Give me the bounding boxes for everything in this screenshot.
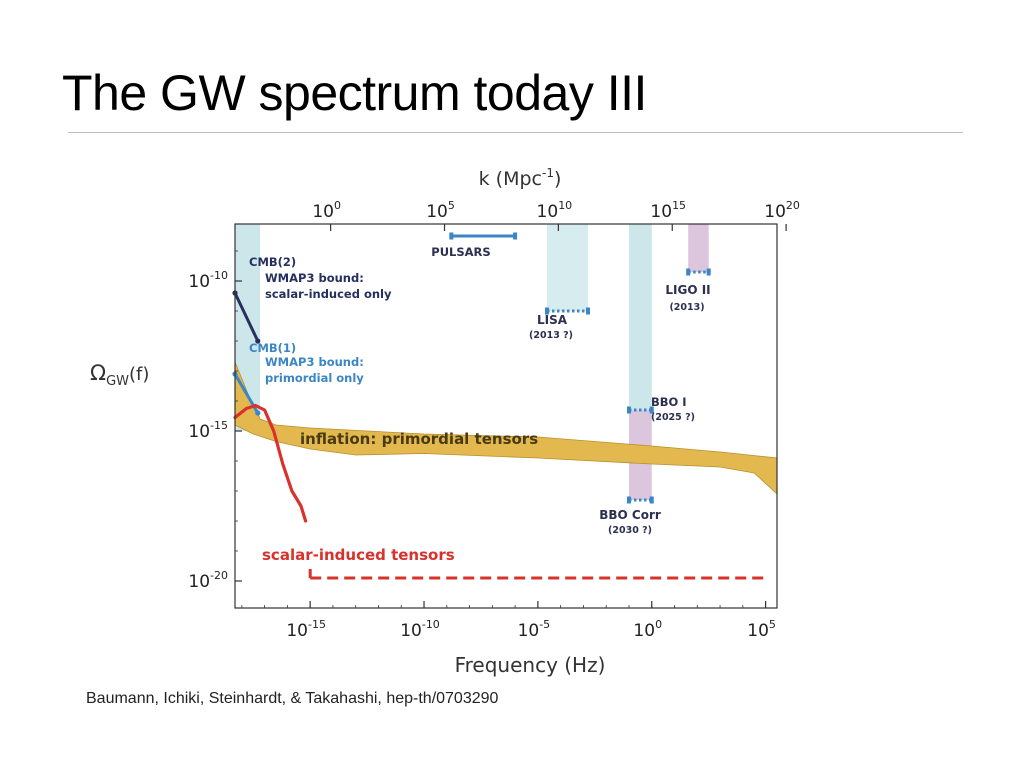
y-tick-label: 10-10 (188, 269, 228, 292)
cmb2-label: CMB(2) (249, 255, 296, 269)
inflation-series-label: inflation: primordial tensors (300, 430, 538, 448)
scalar-induced-curve (233, 403, 308, 523)
bbo-corr-marker-cap-left (626, 496, 631, 504)
ligo-marker-cap-right (706, 268, 711, 276)
x-tick-label: 100 (633, 618, 662, 641)
top-tick-label: 105 (426, 199, 455, 222)
bbo-marker-cap-left (626, 406, 631, 414)
band-lisa (546, 224, 588, 311)
x-tick-label: 10-15 (286, 618, 326, 641)
x-axis-title: Frequency (Hz) (455, 653, 606, 677)
scalar-induced-group (233, 403, 766, 580)
top-tick-label: 1020 (764, 199, 800, 222)
top-tick-label: 1010 (537, 199, 573, 222)
top-axis-title-sup: -1 (542, 166, 554, 180)
top-tick-label: 1015 (650, 199, 686, 222)
x-tick-label: 105 (747, 618, 776, 641)
cmb2-bound-line (233, 291, 260, 343)
gw-spectrum-chart: 10-15 10-10 10-5 100 105 10-10 10-15 10-20 100 10… (90, 166, 800, 677)
axes-group: 10-15 10-10 10-5 100 105 10-10 10-15 10-20 100 10… (188, 199, 800, 641)
plot-frame (234, 223, 778, 609)
lisa-marker-cap-left (544, 307, 549, 315)
y-tick-label: 10-15 (188, 419, 228, 442)
bbo-label: BBO I (651, 395, 687, 409)
wmap-scalar-label-line1: WMAP3 bound: (265, 271, 364, 285)
instrument-markers (449, 232, 711, 504)
bbo-corr-date-label: (2030 ?) (608, 525, 652, 536)
bbo-date-label: (2025 ?) (651, 412, 695, 423)
bbo-corr-marker-cap-right (649, 496, 654, 504)
slide-title: The GW spectrum today III (62, 65, 647, 121)
inflation-band-group (234, 361, 778, 495)
cmb1-bound-end-1 (255, 410, 261, 416)
y-axis-title-sub: GW (106, 374, 129, 389)
pulsars-marker-cap-left (449, 232, 454, 240)
lisa-date-label: (2013 ?) (529, 330, 573, 341)
ligo-marker-cap-left (686, 268, 691, 276)
y-axis-title-tail: (f) (129, 364, 149, 385)
wmap-primordial-label-line2: primordial only (265, 371, 364, 385)
y-tick-label: 10-20 (188, 569, 228, 592)
top-tick-label: 100 (312, 199, 341, 222)
y-axis-title-omega: Ω (90, 361, 106, 385)
ligo-label: LIGO II (665, 283, 710, 297)
band-ligo (688, 224, 709, 272)
lisa-label: LISA (537, 313, 568, 327)
citation: Baumann, Ichiki, Steinhardt, & Takahashi… (86, 690, 499, 707)
scalar-series-label: scalar-induced tensors (262, 546, 455, 564)
band-bbo (628, 224, 652, 410)
inflation-band (234, 361, 778, 495)
wmap-primordial-label-line1: WMAP3 bound: (265, 355, 364, 369)
top-axis-title-tail: ) (554, 168, 561, 190)
title-divider (68, 132, 963, 133)
lisa-marker-cap-right (585, 307, 590, 315)
pulsars-marker-cap-right (513, 232, 518, 240)
bbo-marker-cap-right (649, 406, 654, 414)
y-axis-title: ΩGW(f) (90, 361, 149, 389)
bbo-corr-label: BBO Corr (599, 508, 661, 522)
top-axis-title-main: k (Mpc (479, 168, 542, 190)
wmap-scalar-label-line2: scalar-induced only (265, 287, 392, 301)
x-tick-label: 10-10 (400, 618, 440, 641)
x-tick-label: 10-5 (518, 618, 551, 641)
sensitivity-bands (235, 224, 709, 500)
ligo-date-label: (2013) (669, 302, 704, 313)
cmb1-label: CMB(1) (249, 341, 296, 355)
cmb2-bound-end-1 (255, 338, 261, 344)
top-axis-title: k (Mpc-1) (479, 166, 562, 190)
pulsars-label: PULSARS (431, 245, 490, 259)
